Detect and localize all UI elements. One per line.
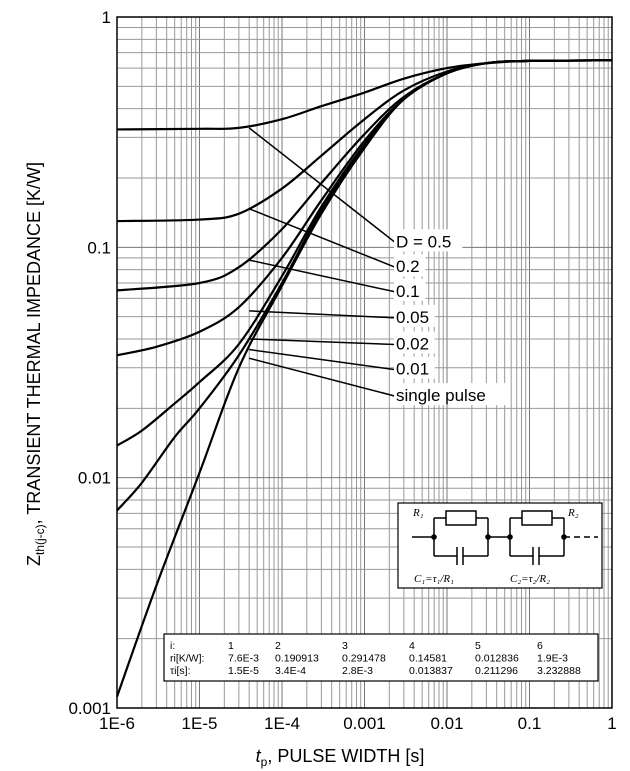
series-label: 0.02 <box>396 335 429 354</box>
leader-line <box>249 310 396 319</box>
label-bg <box>394 278 426 301</box>
y-tick-labels: 0.001 0.01 0.1 1 <box>68 8 111 718</box>
rc-table-body: i: 1 2 3 4 5 6 ri[K/W]: 7.6E-3 0.190913 0.291478 0.… <box>170 640 581 677</box>
table-cell: 2 <box>275 640 281 652</box>
series-labels: D = 0.5 0.2 0.1 0.05 0.02 0.01 single pulse <box>394 229 509 406</box>
x-tick-label: 1E-5 <box>182 714 218 733</box>
table-cell: 0.190913 <box>275 653 319 665</box>
x-tick-label: 0.01 <box>430 714 463 733</box>
y-tick-label: 0.1 <box>87 238 111 257</box>
table-cell: 0.012836 <box>475 653 519 665</box>
table-cell: 1.9E-3 <box>537 653 568 665</box>
label-bg <box>394 254 426 277</box>
rc-circuit-inset: R₁ R₂ C₁=τ₁/R₁ C₂=τ₂/R₂ <box>397 502 603 589</box>
table-cell: 3 <box>342 640 348 652</box>
table-cell: 7.6E-3 <box>228 653 259 665</box>
label-c2: C₂=τ₂/R₂ <box>510 573 550 585</box>
curves <box>115 59 613 698</box>
series-curve <box>115 59 613 698</box>
leader-lines <box>248 127 396 397</box>
series-label: 0.2 <box>396 257 420 276</box>
table-cell: 0.013837 <box>409 665 453 677</box>
table-cell: i: <box>170 640 175 652</box>
x-tick-labels: 1E-6 1E-5 1E-4 0.001 0.01 0.1 1 <box>99 714 617 733</box>
leader-line <box>248 357 396 397</box>
table-cell: 0.211296 <box>475 665 518 677</box>
table-cell: 1.5E-5 <box>228 665 259 677</box>
x-axis-title: tp, PULSE WIDTH [s] <box>256 746 425 769</box>
x-tick-label: 0.1 <box>518 714 542 733</box>
plot-frame <box>116 16 613 709</box>
label-bg <box>394 383 509 406</box>
leader-line <box>249 338 396 346</box>
grid <box>116 17 612 709</box>
resistor-r2 <box>521 510 553 526</box>
x-tick-label: 0.001 <box>343 714 386 733</box>
table-cell: 6 <box>537 640 543 652</box>
table-cell: 0.14581 <box>409 653 447 665</box>
leader-line <box>249 348 396 371</box>
series-label: 0.05 <box>396 308 429 327</box>
label-c1: C₁=τ₁/R₁ <box>414 573 454 585</box>
label-bg <box>394 229 463 252</box>
series-label: single pulse <box>396 386 486 405</box>
y-axis-title: Zth(j-c), TRANSIENT THERMAL IMPEDANCE [K… <box>24 162 47 566</box>
table-cell: τi[s]: <box>170 665 190 677</box>
table-cell: 2.8E-3 <box>342 665 373 677</box>
label-bg <box>394 356 435 379</box>
series-label: 0.1 <box>396 282 420 301</box>
label-bg <box>394 331 435 354</box>
rc-table: i: 1 2 3 4 5 6 ri[K/W]: 7.6E-3 0.190913 0.291478 0.… <box>163 633 599 682</box>
label-r1: R₁ <box>412 507 424 519</box>
table-cell: ri[K/W]: <box>170 653 204 665</box>
leader-line <box>248 127 396 243</box>
y-tick-label: 0.01 <box>78 469 111 488</box>
table-cell: 5 <box>475 640 481 652</box>
x-tick-label: 1E-6 <box>99 714 135 733</box>
table-cell: 4 <box>409 640 415 652</box>
x-tick-label: 1 <box>607 714 616 733</box>
table-cell: 3.232888 <box>537 665 581 677</box>
y-tick-label: 0.001 <box>68 699 111 718</box>
x-tick-label: 1E-4 <box>264 714 300 733</box>
y-tick-label: 1 <box>102 8 111 27</box>
table-cell: 0.291478 <box>342 653 386 665</box>
label-bg <box>394 304 435 327</box>
series-label: D = 0.5 <box>396 232 451 251</box>
leader-line <box>248 208 396 268</box>
series-label: 0.01 <box>396 360 429 379</box>
resistor-r1 <box>445 510 477 526</box>
leader-line <box>249 259 396 293</box>
table-cell: 3.4E-4 <box>275 665 306 677</box>
table-cell: 1 <box>228 640 234 652</box>
label-r2: R₂ <box>567 507 579 519</box>
